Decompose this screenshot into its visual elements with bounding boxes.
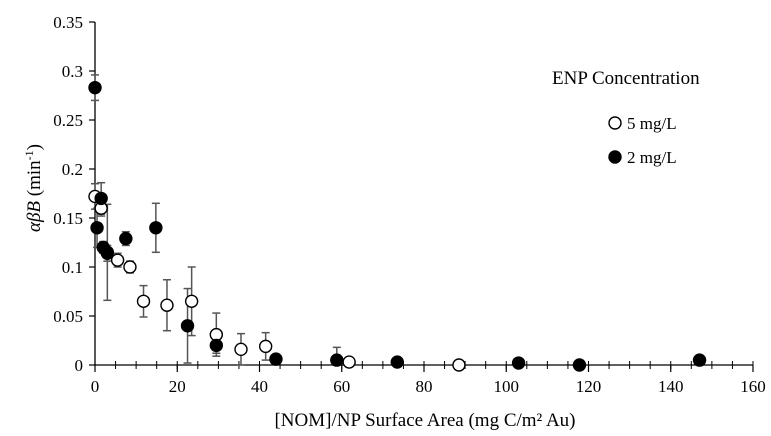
data-point-2mgL (90, 221, 104, 235)
data-point-2mgL (269, 352, 283, 366)
legend-label-2mgL: 2 mg/L (627, 148, 677, 167)
data-point-5mgL (342, 355, 356, 369)
data-point-2mgL (100, 245, 115, 260)
x-tick-label: 60 (333, 377, 350, 396)
data-point-2mgL (180, 319, 195, 333)
y-axis-title: αβB (min-1) (22, 144, 45, 232)
data-point-5mgL (160, 298, 174, 312)
x-tick-label: 80 (416, 377, 433, 396)
axes: 0 0.05 0.1 0.15 0.2 0.25 0.3 0.35 0 20 40 60 80 100 12… (53, 13, 766, 396)
y-tick-label: 0.15 (53, 209, 83, 228)
y-tick-label: 0.2 (62, 160, 83, 179)
y-axis-title-sup: -1 (22, 150, 36, 160)
y-axis-title-suffix: ) (24, 144, 45, 150)
data-point-2mgL (330, 353, 344, 367)
legend-title: ENP Concentration (552, 68, 700, 89)
y-tick-label: 0.1 (62, 258, 83, 277)
data-point-2mgL (94, 191, 108, 206)
y-tick-label: 0.25 (53, 111, 83, 130)
data-points (88, 80, 707, 372)
data-point-5mgL (123, 260, 137, 274)
data-point-5mgL (258, 339, 273, 354)
data-point-5mgL (136, 294, 151, 308)
data-point-2mgL (209, 338, 224, 353)
y-tick-label: 0.05 (53, 307, 83, 326)
legend-marker-open-circle (608, 116, 622, 130)
x-tick-label: 100 (494, 377, 520, 396)
x-axis-title: [NOM]/NP Surface Area (mg C/m² Au) (274, 410, 575, 431)
x-tick-label: 0 (91, 377, 100, 396)
y-tick-label: 0.35 (53, 13, 83, 32)
error-bars (91, 74, 341, 366)
data-point-5mgL (110, 253, 125, 267)
data-point-2mgL (572, 358, 587, 372)
data-point-2mgL (149, 221, 163, 235)
data-point-2mgL (692, 353, 707, 367)
data-point-2mgL (511, 356, 526, 370)
y-axis-title-unit: (min (24, 160, 45, 201)
x-tick-label: 20 (169, 377, 186, 396)
data-point-2mgL (390, 355, 404, 369)
y-tick-label: 0 (75, 356, 84, 375)
data-point-2mgL (119, 231, 133, 246)
x-tick-label: 160 (740, 377, 766, 396)
legend-marker-filled-circle (608, 150, 622, 164)
x-tick-label: 120 (576, 377, 602, 396)
legend-label-5mgL: 5 mg/L (627, 114, 677, 133)
data-point-2mgL (88, 80, 102, 95)
x-tick-label: 140 (658, 377, 684, 396)
y-axis-title-symbol: αβB (24, 201, 45, 232)
y-tick-label: 0.3 (62, 62, 83, 81)
x-tick-label: 40 (251, 377, 268, 396)
data-point-5mgL (184, 294, 199, 308)
legend: ENP Concentration 5 mg/L 2 mg/L (552, 68, 700, 167)
data-point-5mgL (452, 358, 466, 372)
data-point-5mgL (234, 342, 248, 357)
